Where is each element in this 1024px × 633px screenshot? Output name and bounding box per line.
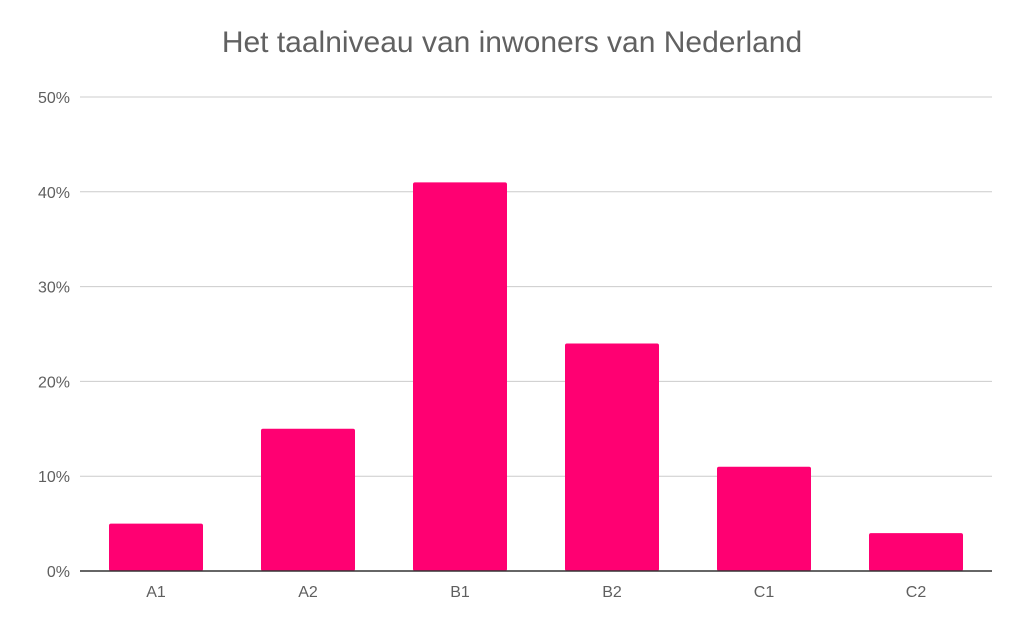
- y-tick-labels: 0% 10% 20% 30% 40% 50%: [38, 90, 70, 581]
- bar-c2: [869, 533, 963, 571]
- chart-title: Het taalniveau van inwoners van Nederlan…: [221, 26, 803, 59]
- x-tick-label: C2: [906, 584, 927, 601]
- bar-a2: [261, 428, 355, 571]
- grid-lines: [80, 96, 992, 477]
- x-tick-label: A1: [146, 584, 166, 601]
- x-tick-labels: A1 A2 B1 B2 C1 C2: [146, 584, 926, 601]
- y-tick-label: 10%: [38, 469, 70, 486]
- x-tick-label: B2: [602, 584, 622, 601]
- bars: [109, 182, 963, 571]
- y-tick-label: 50%: [38, 90, 70, 107]
- x-tick-label: B1: [450, 584, 470, 601]
- x-tick-label: A2: [298, 584, 318, 601]
- y-tick-label: 40%: [38, 185, 70, 202]
- bar-b2: [565, 343, 659, 571]
- bar-c1: [717, 466, 811, 571]
- y-tick-label: 30%: [38, 280, 70, 297]
- y-tick-label: 0%: [47, 564, 70, 581]
- y-tick-label: 20%: [38, 374, 70, 391]
- bar-b1: [413, 182, 507, 571]
- bar-a1: [109, 523, 203, 571]
- x-tick-label: C1: [754, 584, 775, 601]
